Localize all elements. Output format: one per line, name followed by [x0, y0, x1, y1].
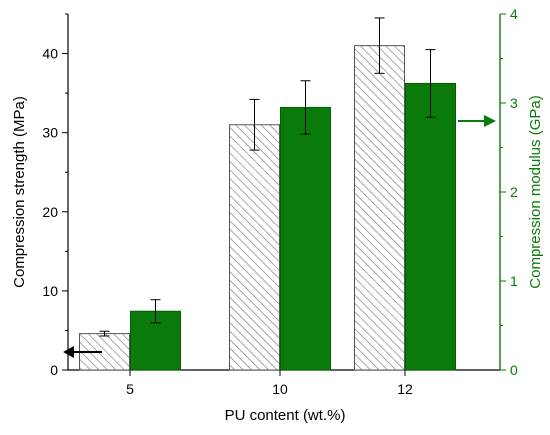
errorbar-strength [249, 98, 260, 151]
errorbar-strength [99, 330, 110, 337]
arrow-right-annotation [458, 115, 496, 127]
y-right-tick-label: 0 [510, 362, 518, 378]
x-axis-title: PU content (wt.%) [225, 407, 346, 424]
y-left-tick-label: 20 [42, 204, 58, 220]
bar-modulus [280, 106, 331, 371]
y-right-tick-label: 2 [510, 184, 518, 200]
y-axis-title-right: Compression modulus (GPa) [527, 95, 544, 288]
y-right-tick-label: 4 [510, 6, 518, 22]
y-axis-title-left: Compression strength (MPa) [11, 96, 28, 288]
y-left-tick-label: 30 [42, 125, 58, 141]
y-right-tick-label: 1 [510, 273, 518, 289]
bar-strength [354, 45, 405, 371]
arrow-left-annotation [63, 346, 102, 358]
y-left-tick-label: 40 [42, 46, 58, 62]
errorbar-strength [374, 17, 385, 74]
y-left-tick-label: 0 [50, 362, 58, 378]
errorbar-modulus [150, 299, 161, 324]
bar-modulus [405, 82, 456, 371]
y-right-tick-label: 3 [510, 95, 518, 111]
errorbar-modulus [425, 49, 436, 118]
bar-strength [229, 124, 280, 371]
errorbar-modulus [300, 80, 311, 135]
x-tick-label: 10 [272, 381, 288, 397]
x-tick-label: 12 [397, 381, 413, 397]
y-left-tick-label: 10 [42, 283, 58, 299]
x-tick-label: 5 [126, 381, 134, 397]
